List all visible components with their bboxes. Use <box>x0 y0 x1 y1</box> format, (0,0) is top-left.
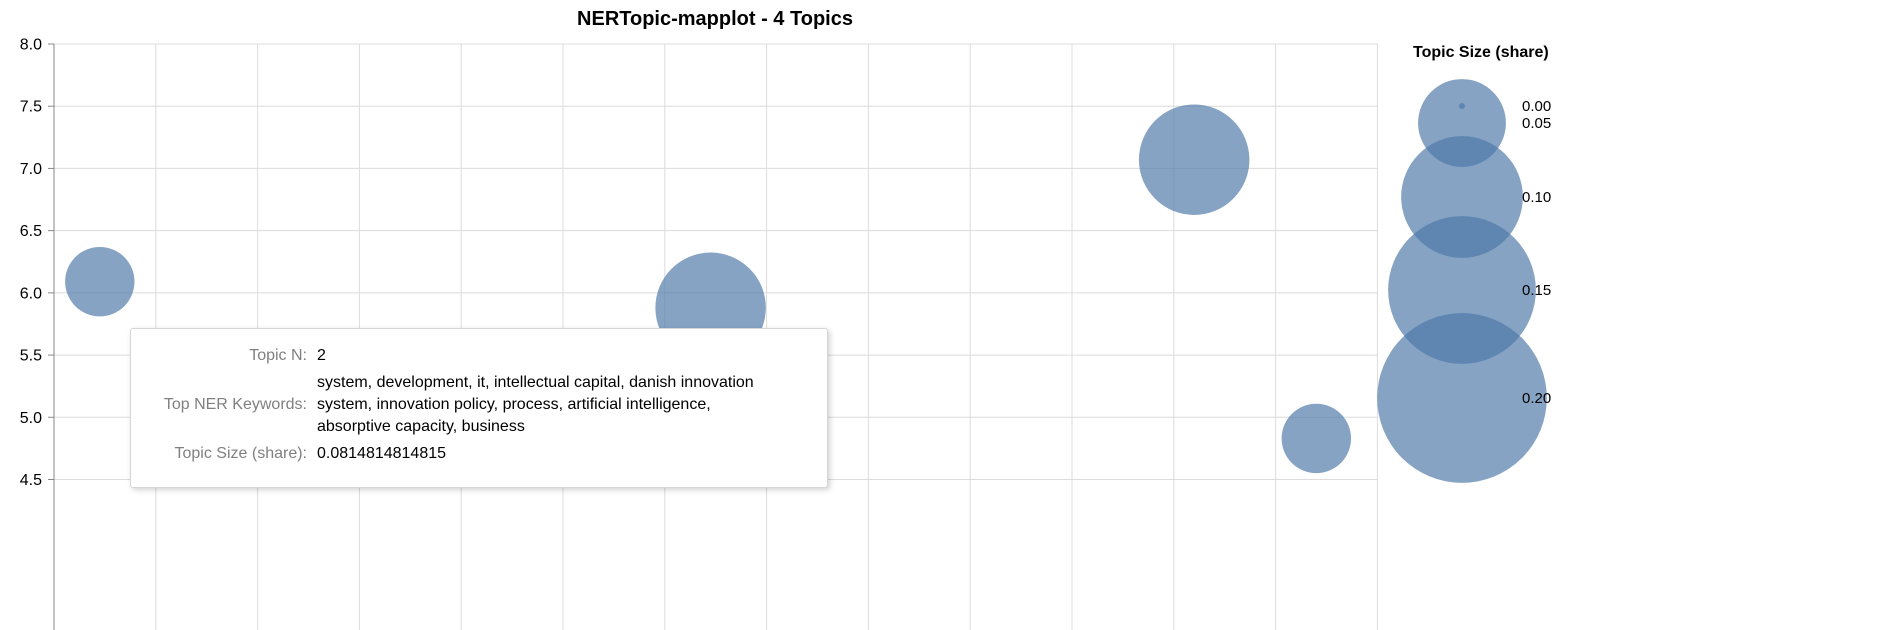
y-tick-label: 5.5 <box>20 348 42 365</box>
tooltip: Topic N: 2 Top NER Keywords: system, dev… <box>130 328 828 488</box>
chart-title: NERTopic-mapplot - 4 Topics <box>577 8 853 30</box>
legend-label: 0.00 <box>1522 98 1551 115</box>
y-tick-label: 8.0 <box>20 37 42 54</box>
tooltip-value-topic-n: 2 <box>317 347 326 364</box>
topic-bubble-1[interactable] <box>1138 104 1250 215</box>
y-tick-label: 7.5 <box>20 99 42 116</box>
legend-title: Topic Size (share) <box>1413 44 1549 61</box>
topic-bubble-3[interactable] <box>1281 403 1352 474</box>
y-tick-label: 5.0 <box>20 410 42 427</box>
y-tick-label: 6.5 <box>20 223 42 240</box>
legend-label: 0.05 <box>1522 115 1551 132</box>
tooltip-value-keywords: system, development, it, intellectual ca… <box>317 374 754 435</box>
legend-symbol <box>1377 313 1547 483</box>
data-points[interactable] <box>65 104 1352 474</box>
tooltip-key-topic-n: Topic N: <box>249 347 307 364</box>
tooltip-row-topic-n: Topic N: 2 <box>131 343 781 370</box>
legend-label: 0.15 <box>1522 282 1551 299</box>
y-axis: 8.0 7.5 7.0 6.5 6.0 5.5 5.0 4.5 <box>20 37 54 489</box>
size-legend: Topic Size (share) 0.000.05 0.10 0.15 0.20 <box>1377 44 1551 483</box>
tooltip-row-size: Topic Size (share): 0.0814814814815 <box>131 441 781 468</box>
tooltip-value-size: 0.0814814814815 <box>317 445 447 462</box>
tooltip-key-keywords: Top NER Keywords: <box>163 396 307 413</box>
legend-label: 0.10 <box>1522 189 1551 206</box>
y-tick-label: 4.5 <box>20 472 42 489</box>
y-tick-label: 7.0 <box>20 161 42 178</box>
topic-bubble-0[interactable] <box>65 246 135 317</box>
y-tick-label: 6.0 <box>20 285 42 302</box>
tooltip-row-keywords: Top NER Keywords: system, development, i… <box>131 370 781 441</box>
tooltip-key-size: Topic Size (share): <box>174 445 308 462</box>
legend-label: 0.20 <box>1522 390 1551 407</box>
tooltip-table: Topic N: 2 Top NER Keywords: system, dev… <box>131 343 781 468</box>
